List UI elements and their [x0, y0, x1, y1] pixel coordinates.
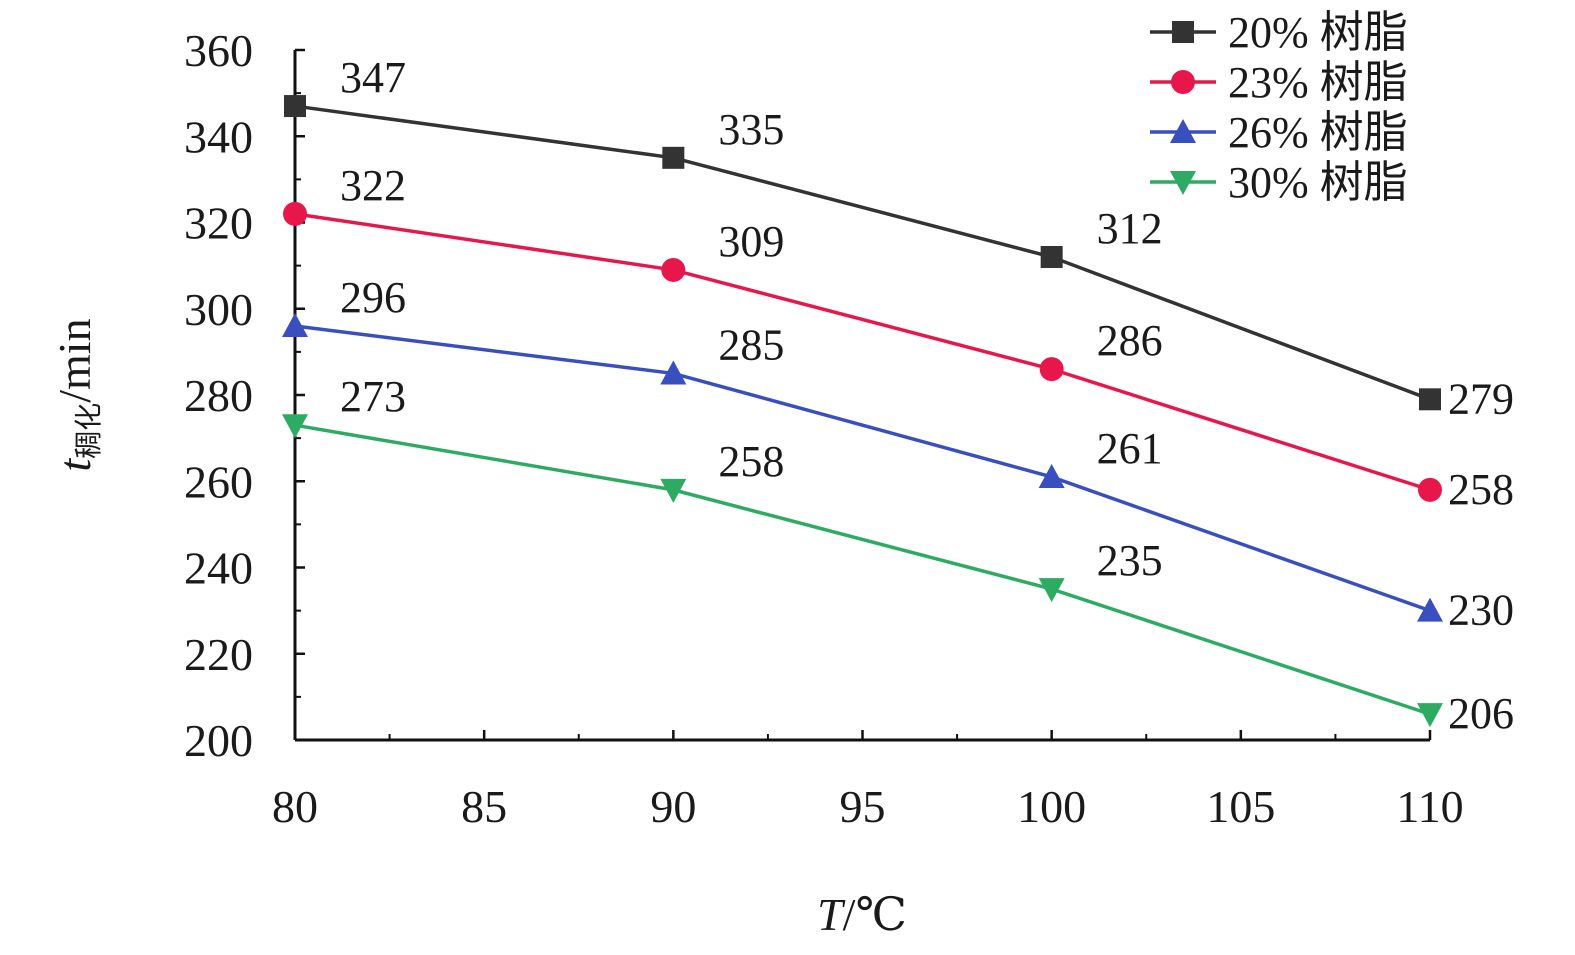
data-point	[1038, 463, 1065, 488]
y-tick-label: 240	[184, 543, 253, 594]
data-label: 258	[718, 437, 784, 486]
legend-label: 23% 树脂	[1228, 58, 1408, 107]
y-axis-title: t稠化/min	[49, 318, 105, 471]
legend-marker	[1170, 119, 1196, 143]
data-label: 347	[340, 53, 406, 102]
x-axis-var: T	[817, 889, 846, 940]
data-point	[660, 360, 687, 385]
data-labels: 347 335 312 279 322 309 286 258 296 285 261 230 273 2…	[340, 53, 1514, 738]
y-tick-label: 260	[184, 456, 253, 507]
data-label: 261	[1097, 424, 1163, 473]
data-point	[661, 257, 686, 282]
y-axis-var: t	[49, 458, 100, 472]
y-axis-unit: /min	[49, 318, 100, 402]
data-label: 206	[1448, 689, 1514, 738]
data-point	[284, 95, 306, 118]
data-point	[283, 201, 307, 226]
data-point	[282, 414, 308, 439]
data-point	[1419, 388, 1441, 411]
data-label: 258	[1448, 465, 1514, 514]
y-tick-label: 200	[184, 715, 253, 766]
series-line	[294, 104, 1431, 401]
data-point	[662, 146, 685, 169]
data-label: 312	[1097, 204, 1163, 253]
series-2	[283, 201, 1442, 502]
data-point	[1039, 357, 1064, 382]
data-point	[1038, 578, 1065, 603]
data-label: 230	[1448, 586, 1514, 635]
data-label: 235	[1097, 536, 1163, 585]
y-tick-label: 340	[184, 111, 253, 162]
legend-marker	[1171, 70, 1195, 94]
series-line	[294, 423, 1431, 716]
series-1	[284, 95, 1441, 411]
data-label: 285	[718, 320, 784, 369]
data-point	[282, 313, 308, 337]
data-label: 273	[340, 372, 406, 421]
y-tick-label: 320	[184, 198, 253, 249]
y-tick-label: 280	[184, 370, 253, 421]
x-tick-label: 95	[840, 781, 886, 832]
y-tick-label: 360	[184, 25, 253, 76]
data-point	[660, 478, 687, 503]
legend-item: 30% 树脂	[1150, 158, 1408, 207]
x-tick-label: 105	[1206, 781, 1275, 832]
data-label: 296	[340, 273, 406, 322]
legend-marker	[1172, 21, 1194, 43]
legend-label: 30% 树脂	[1228, 158, 1408, 207]
y-axis-sub: 稠化	[73, 403, 105, 459]
legend-item: 26% 树脂	[1150, 108, 1408, 157]
x-tick-label: 80	[272, 781, 318, 832]
data-label: 279	[1448, 374, 1514, 423]
x-tick-label: 100	[1017, 781, 1086, 832]
data-label: 322	[340, 161, 406, 210]
data-label: 309	[718, 217, 784, 266]
legend-item: 23% 树脂	[1150, 58, 1408, 107]
y-tick-label: 220	[184, 629, 253, 680]
data-label: 286	[1097, 316, 1163, 365]
x-axis-title: T/℃	[817, 889, 907, 940]
series-3	[282, 313, 1443, 622]
data-point	[1040, 246, 1063, 268]
legend-label: 20% 树脂	[1228, 8, 1408, 57]
series-line	[294, 212, 1431, 492]
x-axis-unit: /℃	[843, 889, 907, 940]
data-point	[1417, 597, 1443, 622]
data-point	[1417, 703, 1443, 728]
x-tick-label: 85	[461, 781, 507, 832]
data-label: 335	[718, 105, 784, 154]
y-tick-label: 300	[184, 284, 253, 335]
legend-label: 26% 树脂	[1228, 108, 1408, 157]
axes: 200 220 240 260 280 300 320 340 360 80 85 90 95 100 10…	[184, 25, 1464, 832]
legend-marker	[1170, 171, 1196, 195]
legend-item: 20% 树脂	[1150, 8, 1408, 57]
data-point	[1418, 477, 1442, 502]
x-tick-label: 90	[650, 781, 696, 832]
x-tick-label: 110	[1396, 781, 1463, 832]
series-4	[282, 414, 1443, 728]
series-layer	[282, 95, 1443, 728]
series-line	[294, 324, 1431, 613]
